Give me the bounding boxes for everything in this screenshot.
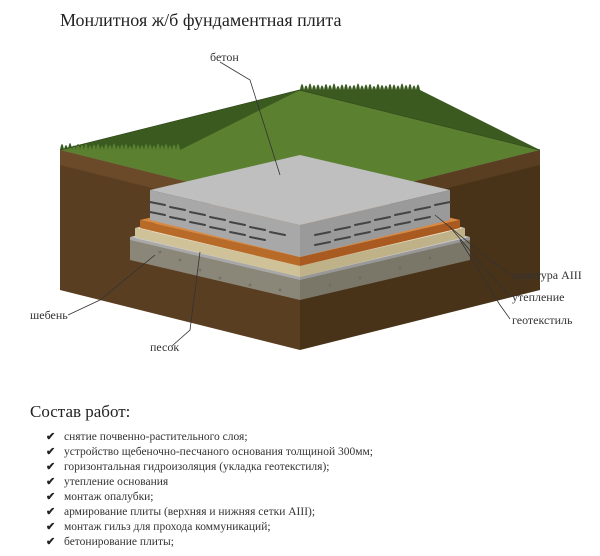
work-item: устройство щебеночно-песчаного основания… (46, 445, 373, 460)
foundation-diagram: бетон арматура АIII утепление геотекстил… (0, 30, 600, 390)
works-title: Состав работ: (30, 402, 130, 422)
work-item: горизонтальная гидроизоляция (укладка ге… (46, 460, 373, 475)
diagram-title: Монлитноя ж/б фундаментная плита (60, 10, 341, 31)
callout-insulation: утепление (512, 290, 564, 305)
work-item: армирование плиты (верхняя и нижняя сетк… (46, 505, 373, 520)
work-item: бетонирование плиты; (46, 535, 373, 550)
callout-rebar: арматура АIII (512, 268, 582, 283)
callout-sand: песок (150, 340, 179, 355)
callout-gravel: шебень (30, 308, 68, 323)
callout-concrete: бетон (210, 50, 239, 65)
works-list: снятие почвенно-растительного слоя; устр… (46, 430, 373, 550)
work-item: утепление основания (46, 475, 373, 490)
work-item: монтаж гильз для прохода коммуникаций; (46, 520, 373, 535)
work-item: монтаж опалубки; (46, 490, 373, 505)
callout-geotextile: геотекстиль (512, 313, 573, 328)
work-item: снятие почвенно-растительного слоя; (46, 430, 373, 445)
